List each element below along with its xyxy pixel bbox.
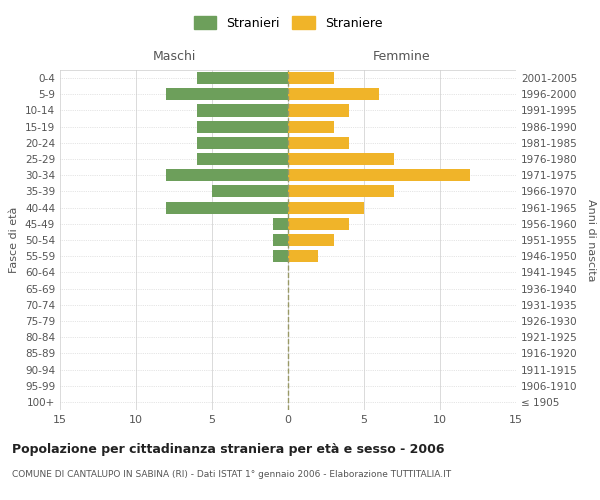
Bar [288, 218, 349, 230]
Y-axis label: Anni di nascita: Anni di nascita [586, 198, 596, 281]
Text: Popolazione per cittadinanza straniera per età e sesso - 2006: Popolazione per cittadinanza straniera p… [12, 442, 445, 456]
Bar [273, 234, 288, 246]
Text: Maschi: Maschi [152, 50, 196, 63]
Text: COMUNE DI CANTALUPO IN SABINA (RI) - Dati ISTAT 1° gennaio 2006 - Elaborazione T: COMUNE DI CANTALUPO IN SABINA (RI) - Dat… [12, 470, 451, 479]
Bar [288, 153, 394, 165]
Bar [212, 186, 288, 198]
Legend: Stranieri, Straniere: Stranieri, Straniere [189, 11, 387, 35]
Bar [288, 234, 334, 246]
Bar [166, 88, 288, 101]
Bar [288, 72, 334, 84]
Bar [288, 169, 470, 181]
Bar [197, 153, 288, 165]
Bar [166, 169, 288, 181]
Bar [288, 137, 349, 149]
Y-axis label: Fasce di età: Fasce di età [10, 207, 19, 273]
Bar [288, 88, 379, 101]
Bar [197, 72, 288, 84]
Text: Femmine: Femmine [373, 50, 431, 63]
Bar [288, 120, 334, 132]
Bar [273, 218, 288, 230]
Bar [288, 186, 394, 198]
Bar [273, 250, 288, 262]
Bar [197, 120, 288, 132]
Bar [166, 202, 288, 213]
Bar [197, 137, 288, 149]
Bar [288, 104, 349, 117]
Bar [288, 202, 364, 213]
Bar [288, 250, 319, 262]
Bar [197, 104, 288, 117]
